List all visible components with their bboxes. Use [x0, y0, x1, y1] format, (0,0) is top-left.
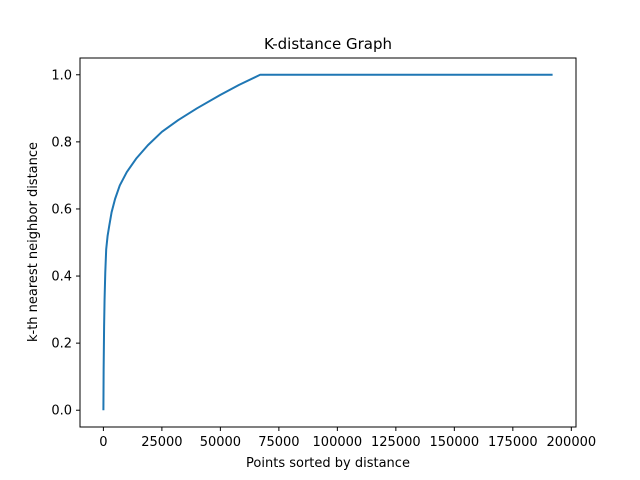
- y-axis-label: k-th nearest neighbor distance: [26, 142, 41, 342]
- x-tick-label: 50000: [200, 435, 241, 450]
- x-tick-label: 75000: [258, 435, 299, 450]
- x-axis-label: Points sorted by distance: [246, 456, 410, 471]
- x-tick-label: 200000: [547, 435, 597, 450]
- y-tick-label: 0.6: [51, 202, 72, 217]
- y-axis: 0.0 0.2 0.4 0.6 0.8 1.0: [51, 68, 80, 419]
- y-tick-label: 0.8: [51, 135, 72, 150]
- y-tick-label: 0.0: [51, 404, 72, 419]
- chart-title: K-distance Graph: [264, 35, 392, 53]
- x-tick-label: 125000: [371, 435, 421, 450]
- x-tick-label: 0: [99, 435, 107, 450]
- y-tick-label: 0.4: [51, 270, 72, 285]
- axes-frame: [79, 57, 577, 428]
- plot-area: [102, 73, 553, 411]
- series-line-0: [102, 73, 553, 411]
- x-tick-label: 175000: [488, 435, 538, 450]
- x-axis: 0 25000 50000 75000 100000 125000 150000 175000…: [99, 427, 596, 450]
- x-tick-label: 100000: [313, 435, 363, 450]
- y-tick-label: 1.0: [51, 68, 72, 83]
- x-tick-label: 150000: [430, 435, 480, 450]
- x-tick-label: 25000: [141, 435, 182, 450]
- y-tick-label: 0.2: [51, 337, 72, 352]
